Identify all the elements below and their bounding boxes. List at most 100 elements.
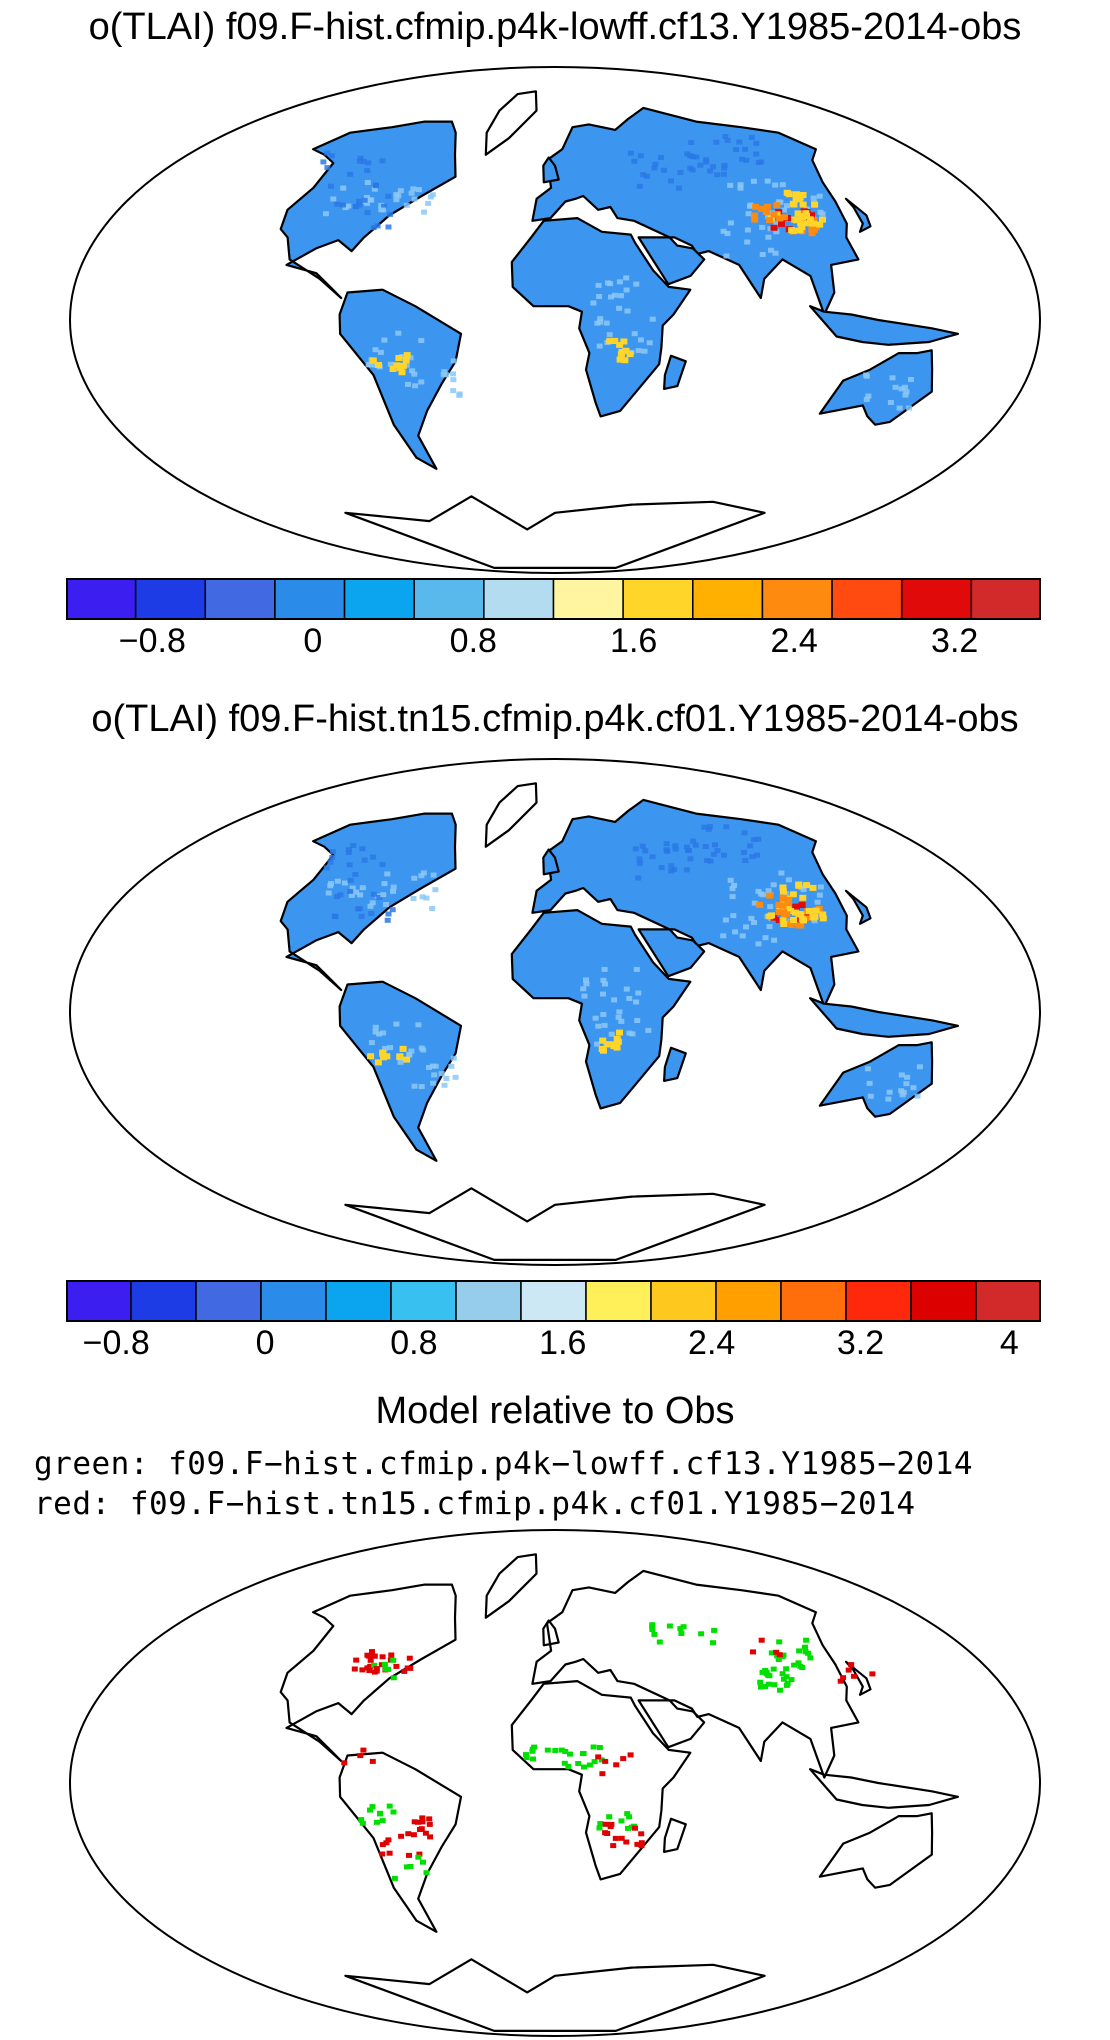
texture-cell <box>624 308 631 314</box>
coastline-japan <box>844 889 872 925</box>
red-cell <box>620 1756 627 1762</box>
colorbar-swatch <box>975 1280 1041 1322</box>
green-cell <box>369 1804 376 1810</box>
coastline-africa <box>510 909 692 1110</box>
texture-cell <box>366 362 373 367</box>
texture-cell <box>765 888 772 894</box>
green-cell <box>415 1854 422 1860</box>
texture-cell <box>329 854 336 860</box>
red-cell <box>371 1669 378 1675</box>
colorbar-swatch <box>204 578 276 620</box>
hotspot-cell <box>396 1054 404 1061</box>
hotspot-cell <box>799 894 807 901</box>
green-cell <box>771 1682 778 1688</box>
texture-cell <box>418 873 425 879</box>
texture-cell <box>916 1064 923 1070</box>
hotspot-cell <box>812 907 820 914</box>
texture-cell <box>408 190 415 196</box>
texture-cell <box>432 887 439 893</box>
coastline-eurasia <box>531 106 860 316</box>
texture-cell <box>420 870 427 876</box>
texture-cell <box>595 1023 602 1029</box>
texture-cell <box>759 224 766 230</box>
green-cell <box>799 1665 806 1670</box>
green-cell <box>763 1669 770 1675</box>
texture-cell <box>663 847 670 853</box>
texture-cell <box>753 151 760 157</box>
colorbar-swatch <box>413 578 485 620</box>
red-cell <box>369 1758 376 1764</box>
texture-cell <box>348 892 355 898</box>
texture-cell <box>372 1029 379 1035</box>
texture-cell <box>658 154 665 160</box>
texture-cell <box>608 294 614 300</box>
texture-cell <box>361 197 368 203</box>
texture-cell <box>722 134 729 139</box>
texture-cell <box>409 368 416 374</box>
hotspot-cell <box>621 357 629 364</box>
coastline-south-america <box>338 288 463 470</box>
colorbar-swatch <box>692 578 764 620</box>
red-cell <box>623 1839 630 1845</box>
texture-cell <box>720 171 727 177</box>
texture-cell <box>784 203 790 209</box>
red-cell <box>638 1840 645 1846</box>
green-cell <box>367 1807 373 1813</box>
hotspot-cell <box>790 227 797 234</box>
red-cell <box>385 1837 392 1843</box>
texture-cell <box>635 990 642 996</box>
texture-cell <box>364 180 371 185</box>
texture-cell <box>410 186 417 192</box>
red-cell <box>595 1754 602 1760</box>
texture-cell <box>720 228 727 234</box>
texture-cell <box>704 858 711 863</box>
texture-cell <box>764 178 771 184</box>
hotspot-cell <box>389 366 397 372</box>
texture-cell <box>384 871 391 877</box>
texture-cell <box>370 891 377 897</box>
texture-cell <box>896 405 903 411</box>
texture-cell <box>418 1045 425 1051</box>
hotspot-cell <box>403 1056 411 1063</box>
colorbar-swatch <box>970 578 1041 620</box>
texture-cell <box>641 348 648 354</box>
texture-cell <box>611 292 618 298</box>
texture-cell <box>389 907 396 913</box>
texture-cell <box>320 159 327 165</box>
red-cell <box>610 1843 617 1849</box>
hotspot-cell <box>809 884 817 891</box>
texture-cell <box>581 993 588 999</box>
red-cell <box>359 1667 366 1673</box>
texture-cell <box>334 878 341 884</box>
coastline-north-america <box>279 1583 457 1763</box>
hotspot-cell <box>808 230 816 237</box>
hotspot-cell <box>795 922 803 929</box>
texture-cell <box>347 877 354 883</box>
texture-cell <box>887 400 894 405</box>
texture-cell <box>596 294 603 299</box>
texture-cell <box>755 836 762 842</box>
texture-cell <box>778 870 785 876</box>
red-cell <box>618 1835 625 1841</box>
colorbar-tick-label: 0.8 <box>390 1324 438 1362</box>
colorbar-swatch <box>831 578 903 620</box>
texture-cell <box>632 846 639 852</box>
texture-cell <box>381 1045 388 1051</box>
texture-cell <box>731 882 738 888</box>
texture-cell <box>583 981 590 987</box>
coastline-eurasia <box>531 798 860 1008</box>
red-cell <box>379 1842 386 1848</box>
green-cell <box>390 1675 397 1681</box>
hotspot-cell <box>798 224 806 230</box>
texture-cell <box>380 1030 387 1036</box>
hotspot-cell <box>762 209 770 215</box>
texture-cell <box>363 194 370 200</box>
texture-cell <box>693 154 700 160</box>
red-cell <box>341 1760 348 1766</box>
texture-cell <box>352 872 359 877</box>
texture-cell <box>721 163 728 168</box>
coastline-madagascar <box>663 354 687 390</box>
green-cell <box>531 1744 538 1750</box>
texture-cell <box>393 1021 400 1027</box>
texture-cell <box>340 202 346 208</box>
